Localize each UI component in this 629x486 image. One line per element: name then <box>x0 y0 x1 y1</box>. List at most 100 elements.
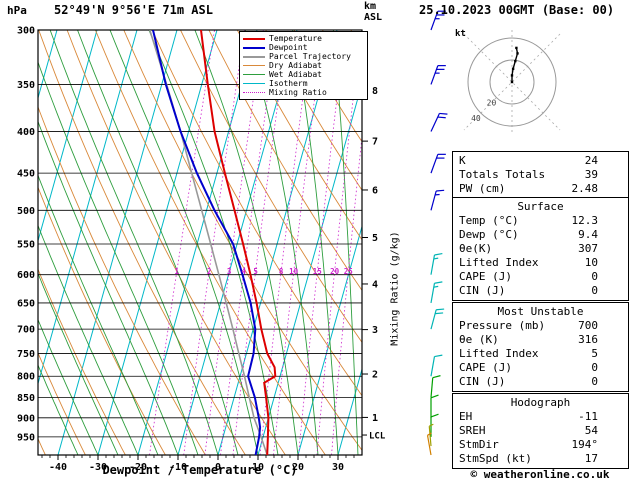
svg-text:950: 950 <box>17 432 35 443</box>
wind-barb <box>430 354 443 377</box>
wind-barb-column <box>426 10 448 456</box>
svg-text:2: 2 <box>372 370 378 381</box>
altitude-unit-km: km <box>364 1 377 12</box>
table-row: SREH 54 <box>453 424 628 438</box>
row-value: 17 <box>584 452 598 465</box>
row-label: Temp (°C) <box>459 214 519 227</box>
row-value: 24 <box>584 154 598 167</box>
legend-swatch <box>243 74 265 75</box>
hodograph-ring <box>489 59 535 105</box>
row-label: EH <box>459 410 473 423</box>
table-row: Pressure (mb) 700 <box>453 319 628 333</box>
isotherm-lines <box>38 30 362 455</box>
row-label: Lifted Index <box>459 347 539 360</box>
wind-barb <box>426 432 432 456</box>
pressure-tick-labels: 300 350 400 450 500 550 600 650 700 750 800 850 900 9… <box>17 26 35 444</box>
svg-text:350: 350 <box>17 80 35 91</box>
row-label: CIN (J) <box>459 284 506 297</box>
hodograph-inset: 20 40 kt <box>455 29 561 134</box>
isobar-gridlines <box>38 29 362 438</box>
row-label: CAPE (J) <box>459 270 512 283</box>
legend-label: Wet Adiabat <box>269 70 322 79</box>
svg-text:5: 5 <box>372 233 378 244</box>
svg-text:850: 850 <box>17 393 35 404</box>
row-label: K <box>459 154 466 167</box>
legend-item: Parcel Trajectory <box>243 52 364 61</box>
hodograph-box: Hodograph EH -11 SREH 54 StmDir 194° StmSpd (kt… <box>452 393 629 469</box>
sounding-profiles <box>149 30 277 455</box>
svg-text:20: 20 <box>292 462 304 473</box>
svg-text:3: 3 <box>372 325 378 336</box>
table-row: StmDir 194° <box>453 438 628 452</box>
row-value: 54 <box>584 424 598 437</box>
svg-text:30: 30 <box>332 462 344 473</box>
svg-text:4: 4 <box>242 267 247 276</box>
row-label: StmDir <box>459 438 499 451</box>
plot-border <box>37 29 363 456</box>
row-label: Dewp (°C) <box>459 228 519 241</box>
table-row: EH -11 <box>453 410 628 424</box>
wind-barb <box>430 153 446 174</box>
svg-text:8: 8 <box>279 267 284 276</box>
altitude-axis-unit: km ASL <box>364 1 382 23</box>
svg-text:300: 300 <box>17 26 35 37</box>
row-value: 0 <box>591 284 598 297</box>
altitude-unit-asl: ASL <box>364 12 383 23</box>
legend-swatch <box>243 46 265 49</box>
legend-swatch <box>243 37 265 40</box>
row-value: 0 <box>591 375 598 388</box>
table-row: Temp (°C) 12.3 <box>453 214 628 228</box>
svg-text:7: 7 <box>372 137 378 148</box>
table-row: Lifted Index 10 <box>453 256 628 270</box>
table-row: Dewp (°C) 9.4 <box>453 228 628 242</box>
svg-text:600: 600 <box>17 270 35 281</box>
row-label: θe (K) <box>459 333 499 346</box>
table-row: CAPE (J) 0 <box>453 361 628 375</box>
row-label: SREH <box>459 424 486 437</box>
svg-text:450: 450 <box>17 169 35 180</box>
table-row: Lifted Index 5 <box>453 347 628 361</box>
svg-text:3: 3 <box>227 267 232 276</box>
svg-text:-30: -30 <box>89 462 107 473</box>
surface-box: Surface Temp (°C) 12.3 Dewp (°C) 9.4 θe(K) 307… <box>452 197 629 301</box>
mixing-ratio-axis-label: Mixing Ratio (g/kg) <box>389 231 401 346</box>
svg-text:1: 1 <box>372 413 378 424</box>
mixing-ratio-value-labels: 1 2 3 4 5 8 10 15 20 25 <box>174 267 352 276</box>
svg-text:10: 10 <box>252 462 264 473</box>
row-label: StmSpd (kt) <box>459 452 532 465</box>
wind-barb <box>430 308 445 330</box>
stability-indices-box: K 24 Totals Totals 39 PW (cm) 2.48 <box>452 151 629 199</box>
hodograph-ring-label: 40 <box>471 114 481 123</box>
svg-text:10: 10 <box>289 267 299 276</box>
svg-text:1: 1 <box>174 267 179 276</box>
surface-box-title: Surface <box>517 200 564 213</box>
table-row: CAPE (J) 0 <box>453 270 628 284</box>
row-value: 9.4 <box>578 228 598 241</box>
wind-barb <box>430 413 439 437</box>
row-label: Pressure (mb) <box>459 319 546 332</box>
wind-barb <box>430 253 443 275</box>
wind-barb <box>430 10 446 31</box>
svg-text:-40: -40 <box>49 462 67 473</box>
row-label: θe(K) <box>459 242 493 255</box>
table-row: θe (K) 316 <box>453 333 628 347</box>
row-value: 700 <box>578 319 598 332</box>
legend: Temperature Dewpoint Parcel Trajectory Dry … <box>239 31 368 100</box>
legend-swatch <box>243 83 265 84</box>
svg-text:2: 2 <box>207 267 212 276</box>
dewpoint-line <box>152 30 262 455</box>
svg-text:650: 650 <box>17 298 35 309</box>
legend-item: Mixing Ratio <box>243 88 364 97</box>
svg-text:5: 5 <box>253 267 258 276</box>
wind-barb <box>430 375 441 398</box>
row-label: Totals Totals <box>459 168 546 181</box>
legend-item: Dry Adiabat <box>243 61 364 70</box>
table-row: θe(K) 307 <box>453 242 628 256</box>
svg-text:550: 550 <box>17 239 35 250</box>
x-axis-label: Dewpoint / Temperature (°C) <box>102 463 298 477</box>
most-unstable-box: Most Unstable Pressure (mb) 700 θe (K) 316 Li… <box>452 302 629 392</box>
legend-swatch <box>243 92 265 93</box>
svg-text:750: 750 <box>17 349 35 360</box>
row-value: 316 <box>578 333 598 346</box>
svg-text:0: 0 <box>215 462 221 473</box>
